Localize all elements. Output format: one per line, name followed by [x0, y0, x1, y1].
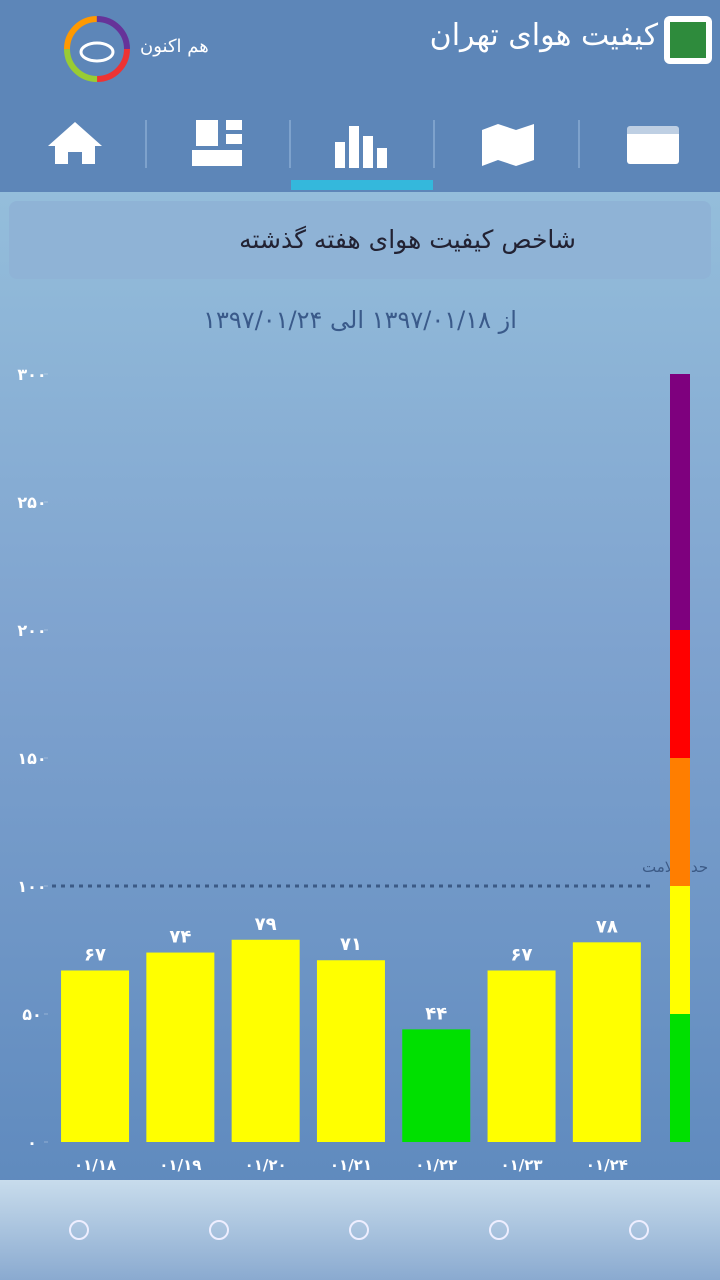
- y-tick-label: ۱۰۰: [17, 877, 46, 896]
- bar: [402, 1029, 471, 1142]
- y-tick-label: ۳۰۰: [17, 365, 46, 384]
- y-tick-label: ۵۰: [22, 1005, 42, 1024]
- x-tick-label: ۰۱/۲۰: [245, 1156, 287, 1174]
- color-scale-segment: [670, 1014, 690, 1142]
- y-tick-label: ۰: [27, 1133, 37, 1152]
- top-bar: کیفیت هوای تهران هم اکنون: [0, 0, 720, 192]
- bar: [61, 970, 130, 1142]
- y-tick-label: ۲۵۰: [17, 493, 46, 512]
- x-tick-label: ۰۱/۱۸: [74, 1156, 116, 1174]
- value-label: ۴۴: [425, 1003, 447, 1024]
- app-title: کیفیت هوای تهران: [429, 18, 658, 53]
- bottom-bar: [0, 1180, 720, 1280]
- bar: [316, 960, 385, 1142]
- bottom-icons: [69, 1220, 649, 1240]
- language-button[interactable]: [489, 1220, 509, 1240]
- nav-calendar[interactable]: [627, 126, 679, 164]
- x-tick-label: ۰۱/۱۹: [159, 1156, 201, 1174]
- value-label: ۶۷: [511, 944, 533, 965]
- x-tick-label: ۰۱/۲۴: [586, 1156, 628, 1174]
- bar: [487, 970, 556, 1142]
- nav-home[interactable]: [48, 122, 102, 164]
- app-logo: [664, 16, 712, 64]
- nav-bar: [48, 120, 679, 190]
- now-label[interactable]: هم اکنون: [140, 36, 209, 57]
- y-tick-label: ۲۰۰: [17, 621, 46, 640]
- section-header: شاخص کیفیت هوای هفته گذشته: [9, 201, 711, 279]
- value-label: ۷۸: [596, 916, 618, 937]
- share-button[interactable]: [629, 1220, 649, 1240]
- value-label: ۶۷: [84, 944, 106, 965]
- date-range: از ۱۳۹۷/۰۱/۱۸ الی ۱۳۹۷/۰۱/۲۴: [203, 306, 517, 334]
- bar: [146, 952, 215, 1142]
- bar: [231, 939, 300, 1142]
- nav-chart[interactable]: [335, 126, 387, 168]
- color-scale-segment: [670, 758, 690, 886]
- value-label: ۷۴: [169, 927, 191, 948]
- y-tick-label: ۱۵۰: [17, 749, 46, 768]
- value-label: ۷۱: [340, 934, 362, 955]
- color-scale-segment: [670, 374, 690, 630]
- value-label: ۷۹: [255, 914, 277, 935]
- color-scale-segment: [670, 886, 690, 1014]
- nav-stations[interactable]: [192, 120, 242, 166]
- section-title: شاخص کیفیت هوای هفته گذشته: [239, 225, 576, 254]
- now-button[interactable]: [62, 14, 132, 84]
- nav-map[interactable]: [482, 124, 534, 166]
- nav-active-indicator: [291, 180, 433, 190]
- help-button[interactable]: [209, 1220, 229, 1240]
- refresh-button[interactable]: [349, 1220, 369, 1240]
- x-tick-label: ۰۱/۲۱: [330, 1156, 372, 1174]
- x-tick-label: ۰۱/۲۳: [500, 1156, 542, 1174]
- color-scale-segment: [670, 630, 690, 758]
- bar: [572, 942, 641, 1142]
- info-button[interactable]: [69, 1220, 89, 1240]
- x-tick-label: ۰۱/۲۲: [415, 1156, 457, 1174]
